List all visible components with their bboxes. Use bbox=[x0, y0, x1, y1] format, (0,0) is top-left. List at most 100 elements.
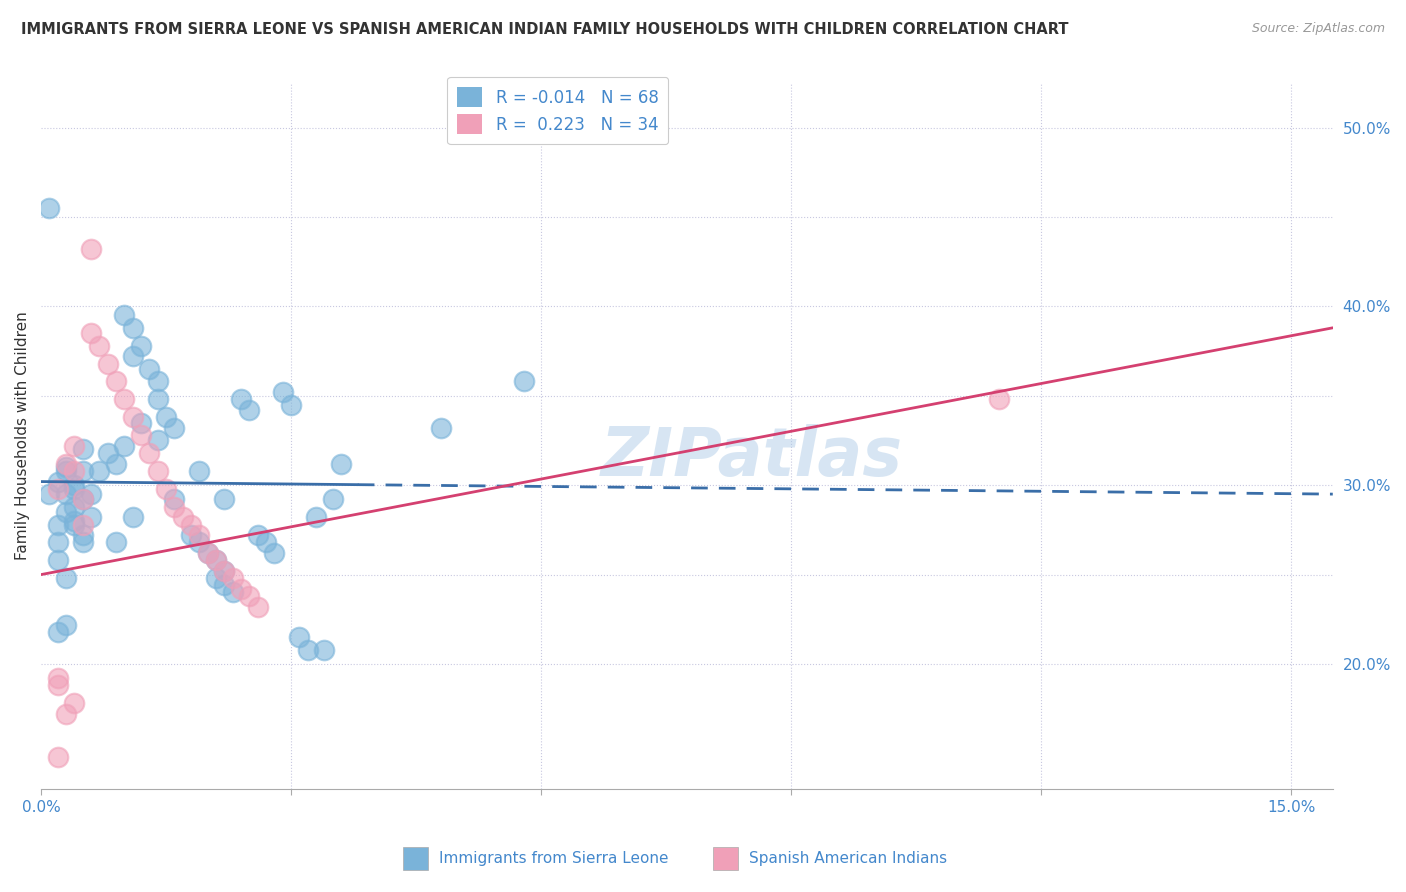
Point bbox=[105, 457, 128, 471]
Point bbox=[97, 446, 120, 460]
Point bbox=[214, 564, 236, 578]
Point bbox=[46, 517, 69, 532]
Point bbox=[46, 535, 69, 549]
Point bbox=[55, 464, 77, 478]
Point bbox=[280, 398, 302, 412]
Point bbox=[46, 678, 69, 692]
Point bbox=[513, 375, 536, 389]
Point bbox=[129, 428, 152, 442]
Point bbox=[55, 460, 77, 475]
Point bbox=[222, 585, 245, 599]
Point bbox=[430, 421, 453, 435]
Point bbox=[63, 439, 86, 453]
Text: Source: ZipAtlas.com: Source: ZipAtlas.com bbox=[1251, 22, 1385, 36]
Point bbox=[155, 410, 177, 425]
Point bbox=[55, 457, 77, 471]
Point bbox=[46, 624, 69, 639]
Point bbox=[214, 492, 236, 507]
Point bbox=[114, 392, 136, 407]
Point bbox=[214, 578, 236, 592]
Point bbox=[55, 617, 77, 632]
Point bbox=[46, 671, 69, 685]
Point bbox=[263, 546, 285, 560]
Point bbox=[72, 492, 94, 507]
Point bbox=[72, 528, 94, 542]
Point bbox=[146, 434, 169, 448]
Point bbox=[129, 416, 152, 430]
Point bbox=[322, 492, 344, 507]
Point bbox=[180, 528, 202, 542]
Point bbox=[188, 528, 211, 542]
Point bbox=[55, 706, 77, 721]
Point bbox=[114, 308, 136, 322]
Point bbox=[72, 442, 94, 457]
Point bbox=[288, 630, 311, 644]
Point bbox=[80, 487, 103, 501]
Point bbox=[146, 392, 169, 407]
Point bbox=[238, 403, 260, 417]
Point bbox=[146, 375, 169, 389]
Point bbox=[72, 464, 94, 478]
Text: IMMIGRANTS FROM SIERRA LEONE VS SPANISH AMERICAN INDIAN FAMILY HOUSEHOLDS WITH C: IMMIGRANTS FROM SIERRA LEONE VS SPANISH … bbox=[21, 22, 1069, 37]
Point bbox=[229, 582, 252, 596]
Point bbox=[297, 642, 319, 657]
Point bbox=[155, 482, 177, 496]
Point bbox=[46, 750, 69, 764]
Point bbox=[330, 457, 353, 471]
Point bbox=[238, 589, 260, 603]
Point bbox=[63, 464, 86, 478]
Point bbox=[146, 464, 169, 478]
Point bbox=[105, 535, 128, 549]
Point bbox=[205, 553, 228, 567]
Point bbox=[80, 326, 103, 341]
Point bbox=[121, 510, 143, 524]
Point bbox=[138, 362, 160, 376]
Point bbox=[72, 492, 94, 507]
Point bbox=[63, 696, 86, 710]
Y-axis label: Family Households with Children: Family Households with Children bbox=[15, 311, 30, 560]
Point bbox=[38, 201, 60, 215]
Point bbox=[163, 421, 186, 435]
Point bbox=[55, 571, 77, 585]
Point bbox=[121, 321, 143, 335]
Point bbox=[254, 535, 277, 549]
Point bbox=[305, 510, 328, 524]
Point bbox=[63, 500, 86, 514]
Point bbox=[197, 546, 219, 560]
Point bbox=[121, 410, 143, 425]
Point bbox=[46, 475, 69, 489]
Point bbox=[246, 528, 269, 542]
Point bbox=[38, 487, 60, 501]
Point bbox=[55, 505, 77, 519]
Text: Immigrants from Sierra Leone: Immigrants from Sierra Leone bbox=[439, 851, 669, 866]
Point bbox=[988, 392, 1011, 407]
Legend: R = -0.014   N = 68, R =  0.223   N = 34: R = -0.014 N = 68, R = 0.223 N = 34 bbox=[447, 77, 668, 145]
Point bbox=[63, 482, 86, 496]
Point bbox=[72, 535, 94, 549]
Point bbox=[246, 599, 269, 614]
Point bbox=[89, 339, 111, 353]
Point bbox=[129, 339, 152, 353]
Point bbox=[188, 464, 211, 478]
Point bbox=[163, 500, 186, 514]
Point bbox=[80, 510, 103, 524]
Point bbox=[63, 514, 86, 528]
Point bbox=[63, 478, 86, 492]
Point bbox=[188, 535, 211, 549]
Point bbox=[72, 517, 94, 532]
Point bbox=[180, 517, 202, 532]
Point bbox=[121, 350, 143, 364]
Point bbox=[271, 385, 294, 400]
Point bbox=[63, 517, 86, 532]
Point bbox=[55, 487, 77, 501]
Point bbox=[172, 510, 194, 524]
Point bbox=[197, 546, 219, 560]
Point bbox=[80, 242, 103, 256]
Point bbox=[205, 571, 228, 585]
Point bbox=[46, 553, 69, 567]
Point bbox=[97, 357, 120, 371]
Point bbox=[222, 571, 245, 585]
Point bbox=[214, 564, 236, 578]
Point bbox=[105, 375, 128, 389]
Point bbox=[163, 492, 186, 507]
